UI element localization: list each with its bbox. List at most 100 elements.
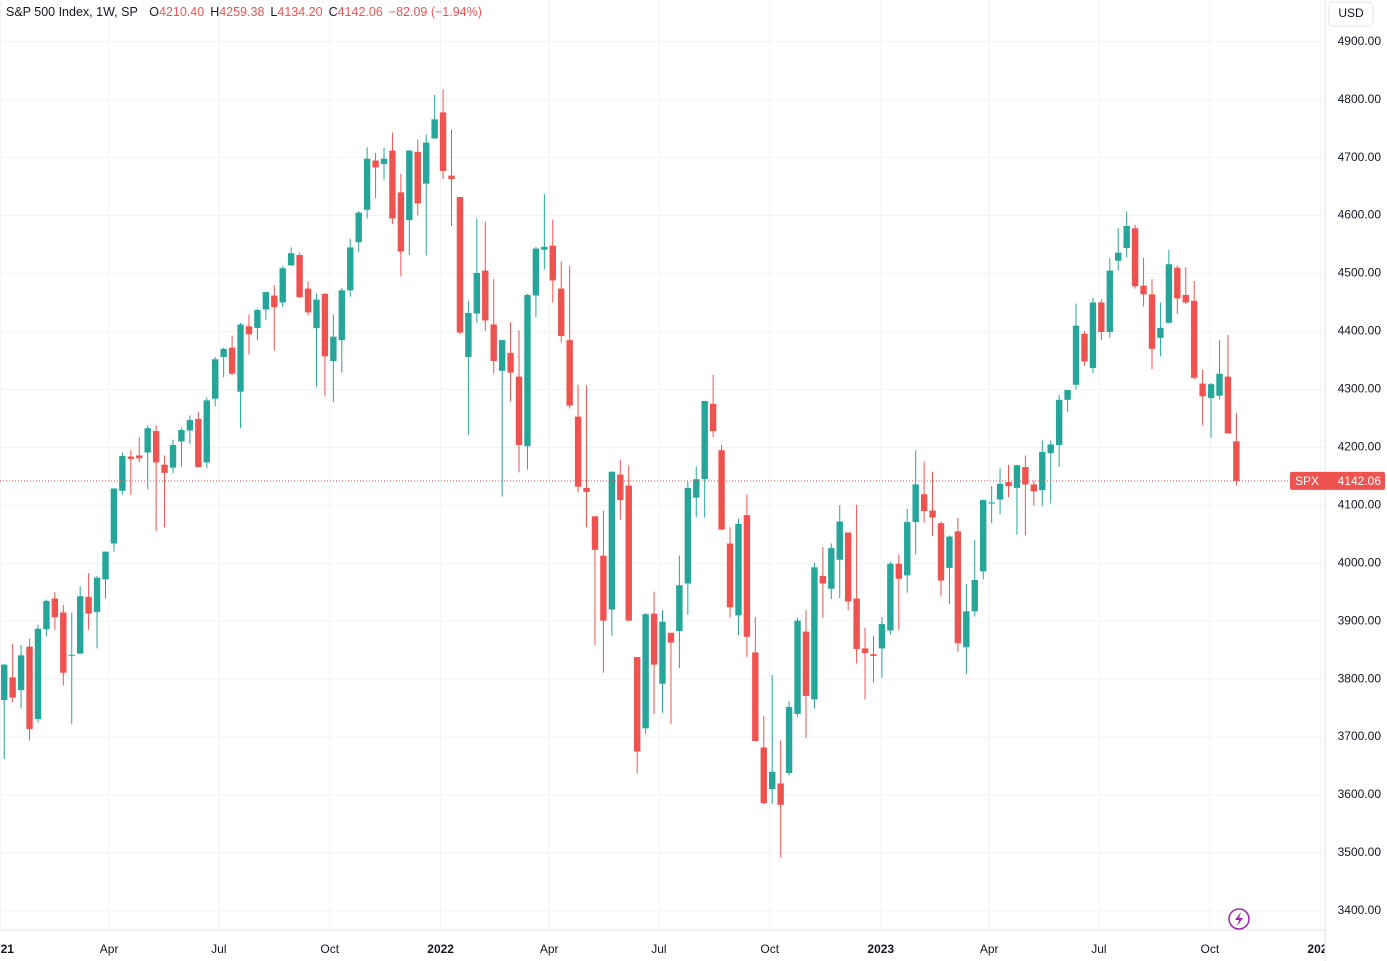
candle-body bbox=[861, 648, 869, 654]
x-tick-label: 2021 bbox=[0, 942, 14, 956]
candle-body bbox=[1224, 376, 1232, 434]
candle-body bbox=[1022, 467, 1029, 485]
candle-body bbox=[980, 500, 987, 572]
grid bbox=[0, 0, 1325, 930]
symbol-title: S&P 500 Index, 1W, SP bbox=[6, 5, 138, 19]
candle-body bbox=[617, 474, 624, 501]
y-tick-label: 3400.00 bbox=[1338, 903, 1382, 917]
y-tick-label: 3900.00 bbox=[1338, 613, 1382, 627]
candle-body bbox=[532, 248, 540, 296]
candle-body bbox=[1081, 333, 1088, 362]
currency-box[interactable] bbox=[1328, 1, 1374, 27]
candle-body bbox=[490, 324, 497, 361]
candle-body bbox=[929, 510, 936, 518]
candle-body bbox=[853, 598, 860, 649]
x-tick-label: Jul bbox=[1091, 942, 1106, 956]
last-price-box bbox=[1290, 471, 1385, 490]
candle-body bbox=[1039, 451, 1046, 491]
candle-body bbox=[650, 613, 658, 665]
candle-body bbox=[887, 563, 894, 631]
candle-body bbox=[971, 580, 978, 612]
candle-body bbox=[1216, 373, 1223, 396]
candle-body bbox=[1123, 225, 1130, 248]
candle-body bbox=[51, 598, 59, 618]
candle-body bbox=[321, 293, 329, 357]
candle-body bbox=[1157, 327, 1164, 338]
candle-body bbox=[946, 536, 953, 568]
y-tick-label: 3700.00 bbox=[1338, 729, 1382, 743]
candle-body bbox=[524, 294, 531, 447]
candle-body bbox=[1030, 484, 1038, 492]
ohlc-value: 4259.38 bbox=[219, 5, 265, 19]
candle-body bbox=[422, 142, 430, 184]
ohlc-key: L bbox=[270, 5, 278, 19]
candle-body bbox=[397, 192, 405, 252]
x-tick-label: Apr bbox=[540, 942, 559, 956]
candle-body bbox=[794, 620, 801, 714]
candle-body bbox=[659, 621, 666, 684]
candle-body bbox=[34, 628, 42, 720]
candle-body bbox=[482, 270, 489, 321]
candle-body bbox=[735, 523, 742, 616]
x-tick-label: Apr bbox=[980, 942, 999, 956]
candle-body bbox=[330, 336, 337, 361]
candle-body bbox=[110, 488, 118, 544]
candle-body bbox=[760, 747, 767, 804]
x-tick-label: Jul bbox=[651, 942, 666, 956]
candle-body bbox=[127, 456, 135, 459]
candle-body bbox=[347, 247, 354, 291]
candle-body bbox=[152, 431, 160, 463]
candle-body bbox=[819, 575, 827, 584]
candle-body bbox=[363, 158, 371, 210]
candle-body bbox=[228, 347, 236, 374]
currency[interactable]: USD bbox=[1338, 6, 1364, 20]
last-price-label: 4142.06 bbox=[1338, 474, 1382, 488]
candle-body bbox=[1055, 399, 1063, 446]
candle-body bbox=[558, 288, 565, 337]
candle-body bbox=[583, 487, 590, 492]
candle-body bbox=[549, 245, 556, 281]
candle-body bbox=[237, 324, 244, 392]
candle-body bbox=[1131, 228, 1139, 287]
candle-body bbox=[203, 400, 210, 463]
symbol-label: SPX bbox=[1295, 474, 1319, 488]
candle-body bbox=[963, 611, 970, 648]
candle-body bbox=[9, 677, 16, 698]
candle-body bbox=[195, 418, 202, 468]
y-tick-label: 4800.00 bbox=[1338, 92, 1382, 106]
y-tick-label: 4200.00 bbox=[1338, 439, 1382, 453]
candle-body bbox=[912, 484, 919, 523]
candle-body bbox=[1064, 389, 1071, 400]
y-tick-label: 3500.00 bbox=[1338, 845, 1382, 859]
candle-body bbox=[836, 521, 843, 560]
candle-body bbox=[1148, 294, 1156, 349]
candle-body bbox=[169, 445, 177, 468]
candle-body bbox=[566, 340, 573, 406]
candle-body bbox=[1005, 482, 1012, 487]
candle-body bbox=[701, 400, 708, 480]
y-tick-label: 4300.00 bbox=[1338, 382, 1382, 396]
legend-header: S&P 500 Index, 1W, SP O4210.40 H4259.38 L4… bbox=[6, 5, 488, 19]
candle-body bbox=[1182, 294, 1189, 303]
candle-body bbox=[828, 548, 835, 589]
candle-body bbox=[355, 212, 362, 243]
candle-body bbox=[591, 516, 599, 550]
candle-body bbox=[279, 268, 286, 303]
ohlc-value: 4142.06 bbox=[337, 5, 383, 19]
candle-body bbox=[1047, 444, 1054, 454]
ohlc-key: O bbox=[149, 5, 160, 19]
candle-body bbox=[431, 119, 438, 139]
candle-body bbox=[1233, 441, 1240, 481]
x-tick-label: Jul bbox=[211, 942, 226, 956]
candle-body bbox=[541, 246, 548, 250]
candle-body bbox=[465, 312, 472, 357]
x-tick-label: 2023 bbox=[867, 942, 894, 956]
y-tick-label: 4900.00 bbox=[1338, 34, 1382, 48]
lightning-icon[interactable] bbox=[1228, 908, 1250, 930]
candle-body bbox=[389, 150, 396, 219]
candle-body bbox=[608, 471, 616, 610]
candle-body bbox=[633, 657, 641, 752]
y-tick-label: 4400.00 bbox=[1338, 324, 1382, 338]
candle-body bbox=[1098, 302, 1105, 333]
